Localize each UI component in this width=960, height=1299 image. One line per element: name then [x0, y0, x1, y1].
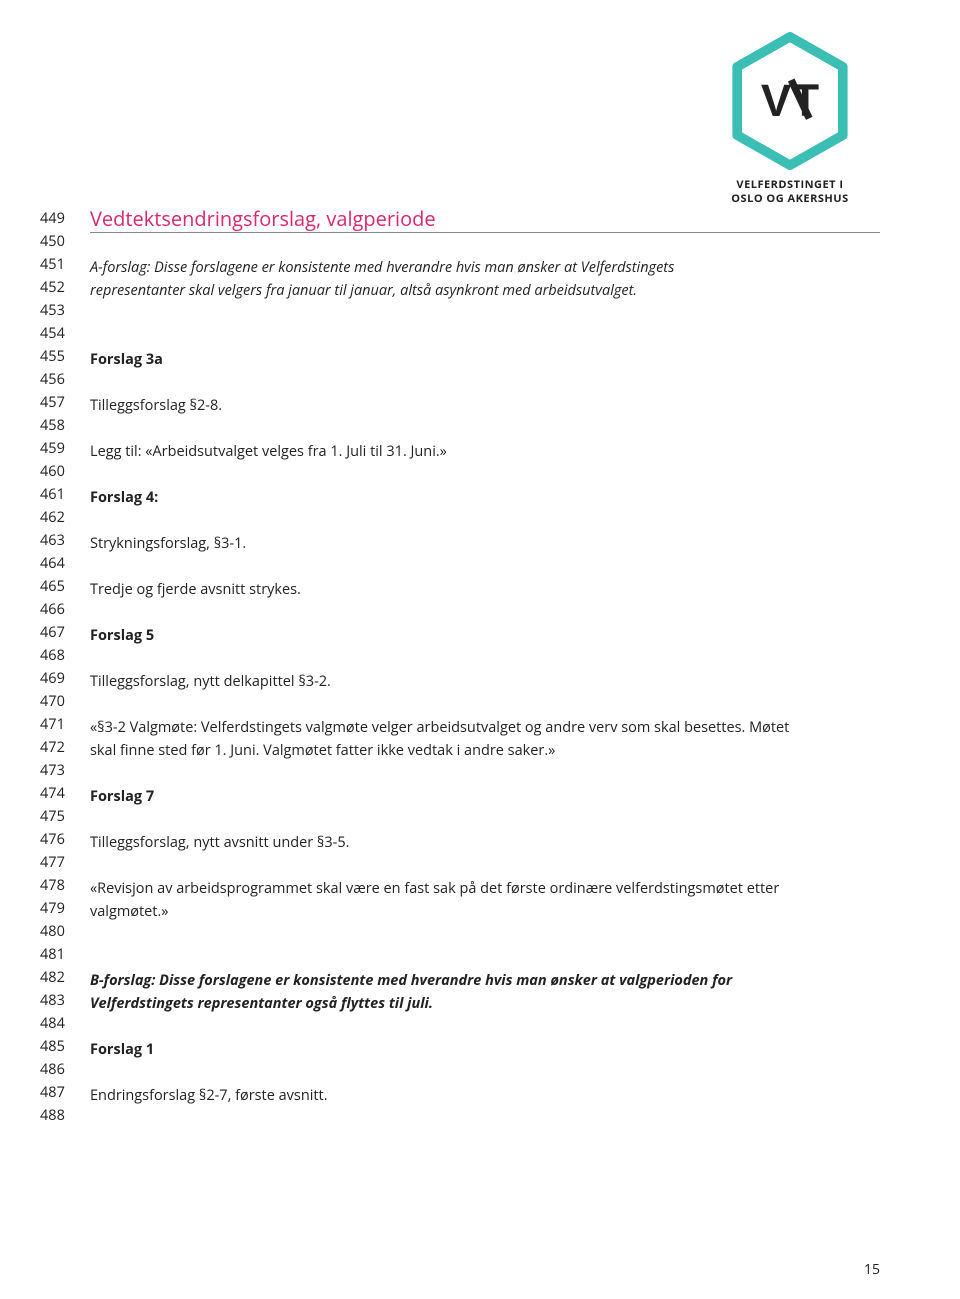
line-number: 452 — [40, 276, 90, 299]
hexagon-logo-icon: VT — [730, 32, 850, 170]
text-line: «Revisjon av arbeidsprogrammet skal være… — [90, 877, 880, 900]
organization-logo: VT VELFERDSTINGET I OSLO OG AKERSHUS — [700, 32, 880, 207]
line-number: 482 — [40, 966, 90, 989]
line-number: 483 — [40, 989, 90, 1012]
text-line: Legg til: «Arbeidsutvalget velges fra 1.… — [90, 440, 880, 463]
line-number: 485 — [40, 1035, 90, 1058]
text-line: representanter skal velgers fra januar t… — [90, 279, 880, 302]
blank-line — [90, 1107, 880, 1130]
line-number: 466 — [40, 598, 90, 621]
content-area: 4494504514524534544554564574584594604614… — [40, 207, 880, 1130]
blank-line — [90, 762, 880, 785]
blank-line — [90, 463, 880, 486]
document-body: Vedtektsendringsforslag, valgperiode A-fo… — [90, 207, 880, 1130]
blank-line — [90, 854, 880, 877]
line-number: 479 — [40, 897, 90, 920]
line-number: 456 — [40, 368, 90, 391]
line-number: 477 — [40, 851, 90, 874]
text-line: Forslag 4: — [90, 486, 880, 509]
line-number: 488 — [40, 1104, 90, 1127]
line-number: 480 — [40, 920, 90, 943]
line-number: 459 — [40, 437, 90, 460]
text-line: A-forslag: Disse forslagene er konsisten… — [90, 256, 880, 279]
text-line: Tilleggsforslag §2-8. — [90, 394, 880, 417]
logo-caption-line2: OSLO OG AKERSHUS — [731, 192, 848, 206]
blank-line — [90, 233, 880, 256]
line-number: 476 — [40, 828, 90, 851]
line-number: 457 — [40, 391, 90, 414]
blank-line — [90, 417, 880, 440]
blank-line — [90, 371, 880, 394]
text-line: Velferdstingets representanter også flyt… — [90, 992, 880, 1015]
line-number: 464 — [40, 552, 90, 575]
line-number: 481 — [40, 943, 90, 966]
line-number: 455 — [40, 345, 90, 368]
line-number: 462 — [40, 506, 90, 529]
line-number: 463 — [40, 529, 90, 552]
line-number: 449 — [40, 207, 90, 230]
blank-line — [90, 509, 880, 532]
blank-line — [90, 808, 880, 831]
blank-line — [90, 601, 880, 624]
line-number: 468 — [40, 644, 90, 667]
line-number: 484 — [40, 1012, 90, 1035]
line-number: 461 — [40, 483, 90, 506]
line-number: 471 — [40, 713, 90, 736]
line-number: 450 — [40, 230, 90, 253]
blank-line — [90, 647, 880, 670]
text-line: Forslag 7 — [90, 785, 880, 808]
line-number: 469 — [40, 667, 90, 690]
text-line: Tilleggsforslag, nytt avsnitt under §3-5… — [90, 831, 880, 854]
line-number: 451 — [40, 253, 90, 276]
line-number: 454 — [40, 322, 90, 345]
text-line: Endringsforslag §2-7, første avsnitt. — [90, 1084, 880, 1107]
text-line: Forslag 1 — [90, 1038, 880, 1061]
logo-caption: VELFERDSTINGET I OSLO OG AKERSHUS — [731, 178, 848, 207]
line-number: 487 — [40, 1081, 90, 1104]
blank-line — [90, 1015, 880, 1038]
text-line: Tilleggsforslag, nytt delkapittel §3-2. — [90, 670, 880, 693]
line-number: 458 — [40, 414, 90, 437]
blank-line — [90, 555, 880, 578]
section-heading: Vedtektsendringsforslag, valgperiode — [90, 207, 880, 233]
blank-line — [90, 923, 880, 946]
text-line: Strykningsforslag, §3-1. — [90, 532, 880, 555]
line-number: 465 — [40, 575, 90, 598]
text-line: Tredje og fjerde avsnitt strykes. — [90, 578, 880, 601]
line-number-gutter: 4494504514524534544554564574584594604614… — [40, 207, 90, 1130]
line-number: 470 — [40, 690, 90, 713]
line-number: 478 — [40, 874, 90, 897]
page-number: 15 — [864, 1260, 880, 1279]
line-number: 475 — [40, 805, 90, 828]
blank-line — [90, 946, 880, 969]
document-page: VT VELFERDSTINGET I OSLO OG AKERSHUS 449… — [0, 0, 960, 1299]
text-line: skal finne sted før 1. Juni. Valgmøtet f… — [90, 739, 880, 762]
text-line: B-forslag: Disse forslagene er konsisten… — [90, 969, 880, 992]
line-number: 474 — [40, 782, 90, 805]
blank-line — [90, 325, 880, 348]
text-line: «§3-2 Valgmøte: Velferdstingets valgmøte… — [90, 716, 880, 739]
line-number: 467 — [40, 621, 90, 644]
blank-line — [90, 1061, 880, 1084]
blank-line — [90, 302, 880, 325]
line-number: 486 — [40, 1058, 90, 1081]
line-number: 453 — [40, 299, 90, 322]
text-line: Forslag 5 — [90, 624, 880, 647]
line-number: 473 — [40, 759, 90, 782]
text-line: valgmøtet.» — [90, 900, 880, 923]
line-number: 472 — [40, 736, 90, 759]
blank-line — [90, 693, 880, 716]
logo-caption-line1: VELFERDSTINGET I — [731, 178, 848, 192]
line-number: 460 — [40, 460, 90, 483]
text-line: Forslag 3a — [90, 348, 880, 371]
